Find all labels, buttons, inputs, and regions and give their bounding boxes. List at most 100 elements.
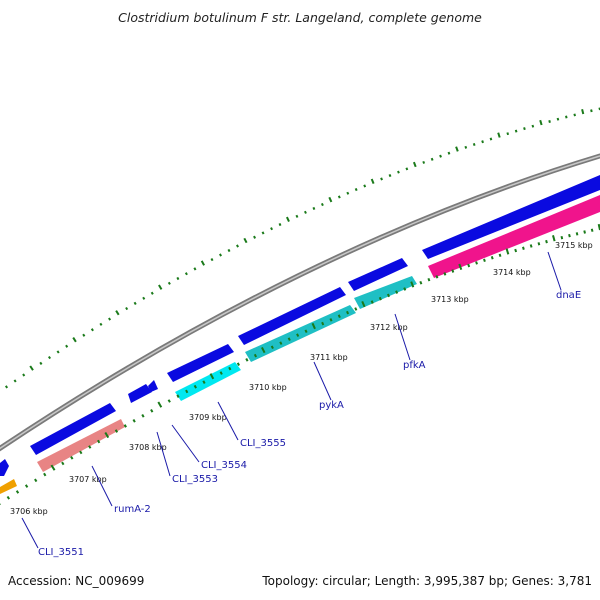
tick-mark: [575, 232, 579, 236]
gene-reverse[interactable]: [354, 276, 417, 309]
forward-strand: [0, 175, 600, 476]
tick-mark: [13, 379, 17, 383]
gene-labels: CLI_3551 rumA-2 CLI_3553 CLI_3554 CLI_35…: [38, 290, 581, 558]
label-line: [394, 313, 411, 361]
tick-mark: [209, 373, 215, 380]
gene-forward[interactable]: [128, 384, 152, 403]
tick-mark: [522, 246, 525, 250]
gene-label-cli-3551[interactable]: CLI_3551: [38, 547, 84, 558]
tick-label: 3708 kbp: [129, 443, 167, 452]
tick-label: 3712 kbp: [370, 323, 408, 332]
gene-forward[interactable]: [422, 175, 600, 259]
label-lines: [21, 251, 562, 549]
gene-reverse[interactable]: [0, 479, 17, 494]
tick-mark: [167, 399, 171, 403]
tick-mark: [568, 233, 571, 238]
tick-mark: [43, 472, 47, 477]
tick-mark: [108, 317, 112, 321]
tick-label: 3713 kbp: [431, 295, 469, 304]
tick-mark: [245, 358, 249, 362]
tick-mark: [548, 120, 551, 123]
tick-mark: [388, 174, 392, 178]
tick-mark: [97, 439, 101, 444]
gene-label-cli-3555[interactable]: CLI_3555: [240, 438, 286, 449]
gene-forward[interactable]: [148, 380, 158, 392]
tick-mark: [219, 253, 222, 257]
tick-mark: [65, 344, 69, 348]
tick-mark: [133, 301, 137, 306]
tick-mark: [228, 366, 232, 371]
tick-mark: [141, 414, 145, 418]
label-line: [547, 251, 562, 291]
tick-label: 3715 kbp: [555, 241, 593, 250]
tick-mark: [560, 235, 564, 240]
tick-mark: [261, 231, 265, 235]
tick-mark: [354, 188, 358, 192]
tick-mark: [123, 424, 127, 428]
gene-label-dnae[interactable]: dnaE: [556, 290, 581, 301]
tick-mark: [296, 333, 300, 337]
tick-mark: [278, 223, 282, 227]
gene-reverse[interactable]: [37, 419, 125, 472]
tick-mark: [287, 337, 291, 341]
tick-mark: [303, 210, 307, 214]
tick-mark: [590, 109, 593, 113]
tick-mark: [443, 272, 447, 276]
tick-mark: [458, 263, 463, 271]
tick-mark: [346, 191, 350, 195]
tick-mark: [24, 484, 29, 488]
tick-mark: [270, 345, 274, 350]
gene-reverse[interactable]: [428, 195, 600, 278]
tick-mark: [150, 409, 154, 413]
tick-mark: [489, 137, 493, 141]
tick-mark: [337, 314, 341, 318]
gene-forward[interactable]: [238, 287, 346, 345]
accession-text: Accession: NC_009699: [8, 574, 145, 588]
reverse-strand: [0, 195, 600, 494]
label-line: [21, 517, 39, 549]
tick-mark: [329, 318, 333, 322]
gene-forward[interactable]: [348, 258, 408, 291]
tick-mark: [481, 140, 484, 144]
gene-label-pfka[interactable]: pfkA: [403, 360, 426, 371]
tick-mark: [464, 145, 468, 149]
tick-mark: [22, 373, 26, 377]
tick-mark: [167, 281, 171, 285]
tick-mark: [545, 239, 548, 244]
tick-mark: [202, 380, 206, 384]
tick-mark: [505, 248, 510, 255]
tick-mark: [451, 269, 455, 273]
tick-mark: [523, 127, 526, 131]
tick-mark: [439, 154, 442, 158]
gene-forward[interactable]: [30, 403, 116, 455]
tick-mark: [497, 132, 501, 138]
tick-mark: [514, 129, 518, 133]
tick-mark: [354, 307, 358, 311]
tick-mark: [184, 272, 188, 276]
genome-backbone: [0, 153, 600, 452]
label-line: [91, 465, 113, 507]
tick-mark: [4, 385, 9, 389]
gene-forward[interactable]: [167, 344, 234, 382]
tick-mark: [506, 132, 510, 136]
gene-reverse[interactable]: [175, 362, 241, 401]
tick-mark: [529, 244, 533, 248]
gene-label-cli-3554[interactable]: CLI_3554: [201, 460, 247, 471]
gene-label-cli-3553[interactable]: CLI_3553: [172, 474, 218, 485]
tick-mark: [210, 258, 214, 262]
tick-mark: [90, 328, 94, 332]
tick-mark: [99, 322, 103, 326]
tick-mark: [39, 361, 43, 365]
gene-forward[interactable]: [0, 459, 9, 476]
gene-label-ruma-2[interactable]: rumA-2: [114, 504, 151, 515]
gene-label-pyka[interactable]: pykA: [319, 400, 344, 411]
tick-mark: [15, 490, 20, 494]
tick-mark: [115, 310, 120, 316]
tick-mark: [50, 464, 56, 471]
topology-text: Topology: circular; Length: 3,995,387 bp…: [262, 574, 592, 588]
tick-mark: [312, 206, 316, 210]
tick-mark: [104, 431, 110, 439]
tick-mark: [380, 177, 383, 181]
tick-mark: [581, 108, 585, 115]
